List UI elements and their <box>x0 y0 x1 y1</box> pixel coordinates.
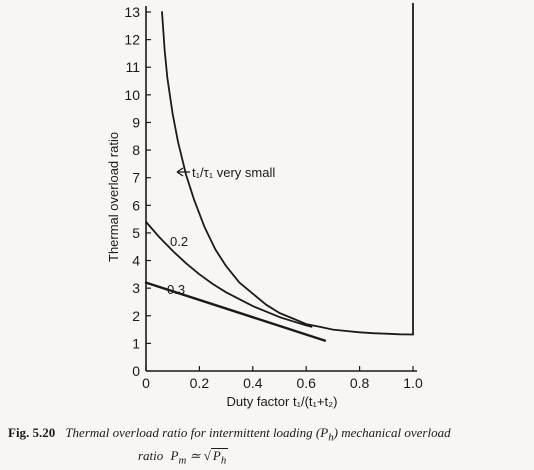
annotation-arrow <box>176 167 190 177</box>
chart-series <box>144 2 414 342</box>
y-tick-label: 1 <box>132 335 140 351</box>
caption-formula: Pm ≃ √ Ph <box>170 447 229 467</box>
series-line-2 <box>145 221 313 328</box>
curve-label-0-3: 0.3 <box>167 282 185 297</box>
curve-label-0-2: 0.2 <box>170 234 188 249</box>
y-tick-label: 8 <box>132 142 140 158</box>
x-tick-label: 0.6 <box>296 375 316 391</box>
x-tick-label: 0.4 <box>243 375 263 391</box>
chart-axes <box>145 6 417 372</box>
caption-text: Thermal overload ratio for intermittent … <box>65 425 451 444</box>
x-axis-label: Duty factor t₁/(t₁+t₂) <box>227 394 338 409</box>
y-tick-label: 0 <box>132 363 140 379</box>
y-tick-label: 12 <box>124 32 140 48</box>
y-tick-label: 7 <box>132 170 140 186</box>
figure-number: Fig. 5.20 <box>8 425 56 440</box>
series-line-1 <box>161 11 414 336</box>
x-tick-label: 1.0 <box>403 375 423 391</box>
y-tick-label: 11 <box>125 59 140 75</box>
caption-line-2: ratio Pm ≃ √ Ph <box>8 447 528 470</box>
y-tick-label: 10 <box>124 87 140 103</box>
y-axis-label: Thermal overload ratio <box>106 132 121 262</box>
series-line-3 <box>144 281 327 342</box>
x-tick-label: 0 <box>142 375 150 391</box>
curve-label-very-small: t₁/τ₁ very small <box>192 165 275 180</box>
y-tick-label: 3 <box>132 280 140 296</box>
y-tick-label: 2 <box>132 308 140 324</box>
y-tick-label: 4 <box>132 253 140 269</box>
y-tick-label: 5 <box>132 225 140 241</box>
x-tick-label: 0.2 <box>190 375 210 391</box>
figure-caption: Fig. 5.20 Thermal overload ratio for inte… <box>8 424 528 469</box>
y-tick-label: 6 <box>132 197 140 213</box>
x-tick-label: 0.8 <box>350 375 370 391</box>
y-tick-label: 9 <box>132 114 140 130</box>
caption-line-1: Fig. 5.20 Thermal overload ratio for inte… <box>8 424 528 447</box>
y-tick-label: 13 <box>124 4 140 20</box>
caption-ratio-word: ratio <box>138 447 164 463</box>
